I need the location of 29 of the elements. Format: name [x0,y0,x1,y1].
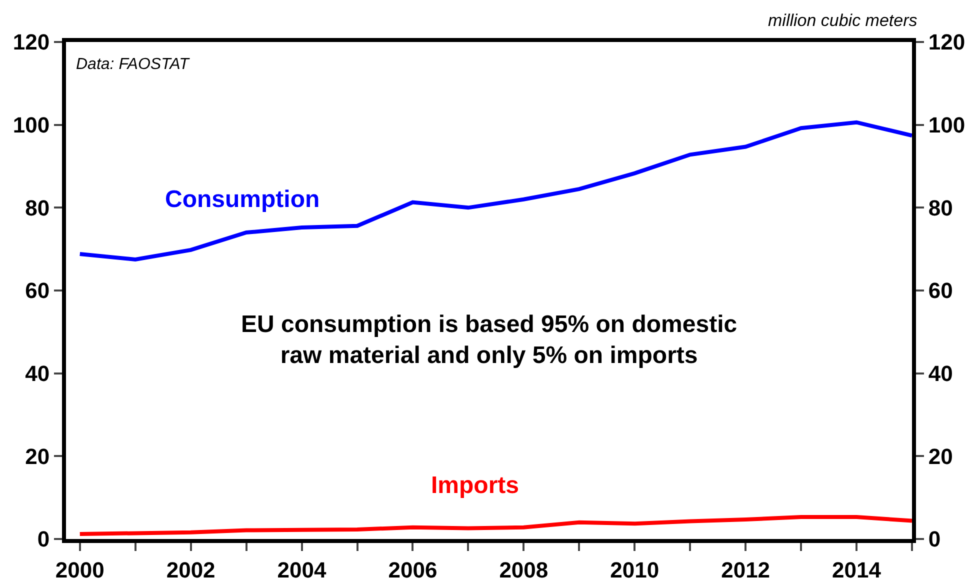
line-series [78,120,912,262]
x-tick-label: 2000 [55,557,104,582]
x-tick-label: 2004 [277,557,327,582]
y-tick-label: 100 [12,112,50,138]
y2-tick-label: 40 [928,361,953,386]
y2-tick-label: 0 [928,526,941,552]
y-tick-label: 40 [25,361,50,386]
x-tick-label: 2002 [166,557,216,582]
y-tick-label: 60 [25,278,50,304]
x-tick-label: 2010 [610,557,660,582]
y-tick-label: 20 [25,444,50,469]
y-tick-label: 120 [12,30,50,55]
y2-tick-label: 120 [928,30,966,55]
series-label: Consumption [165,186,320,213]
x-tick-label: 2006 [388,557,438,582]
x-tick-label: 2008 [499,557,548,582]
x-tick-label: 2014 [832,557,882,582]
y-tick-label: 0 [37,526,50,552]
y2-tick-label: 20 [928,444,953,469]
annotation: Data: FAOSTAT [76,56,190,73]
x-tick-label: 2012 [721,557,770,582]
series-label: Imports [431,472,520,499]
line-series [78,515,912,536]
y2-tick-label: 100 [928,112,966,138]
y2-tick-label: 80 [928,195,953,220]
y2-tick-label: 60 [928,278,953,304]
annotation: EU consumption is based 95% on domestic raw material and only 5% on imports [241,311,738,370]
y-tick-label: 80 [25,195,50,220]
y2-axis-title: million cubic meters [768,11,918,30]
